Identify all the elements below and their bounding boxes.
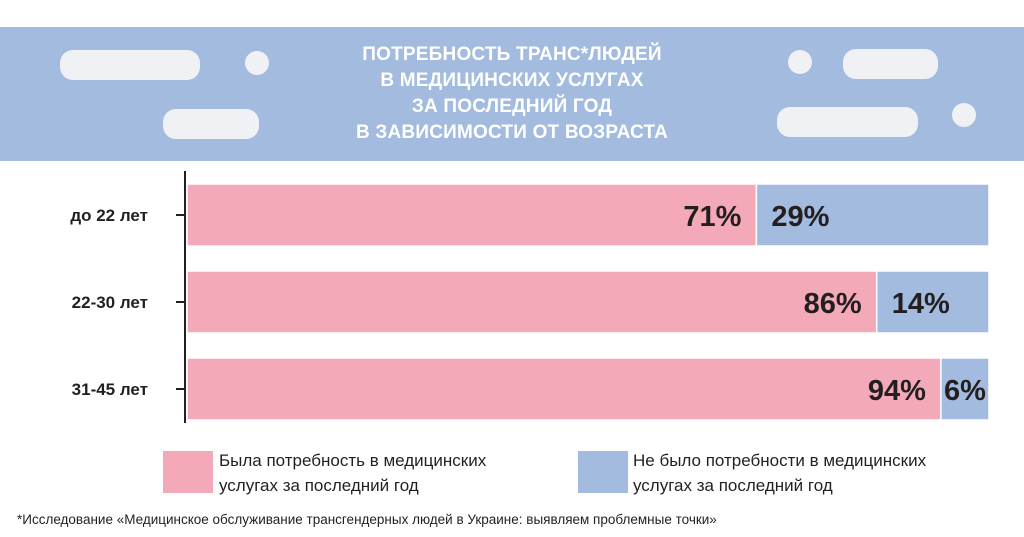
legend-label-had-need: Была потребность в медицинских услугах з…: [219, 448, 486, 498]
chart-title-line: В ЗАВИСИМОСТИ ОТ ВОЗРАСТА: [356, 122, 668, 143]
data-label-no-need: 6%: [944, 375, 986, 407]
decorative-dot: [788, 50, 812, 74]
legend-label-line: услугах за последний год: [633, 476, 833, 495]
legend-label-no-need: Не было потребности в медицинских услуга…: [633, 448, 926, 498]
data-label-no-need: 14%: [892, 288, 950, 320]
decorative-pill: [777, 107, 918, 137]
decorative-pill: [60, 50, 200, 80]
decorative-pill: [163, 109, 259, 139]
bar-no-need: [755, 183, 990, 247]
chart-title-line: ПОТРЕБНОСТЬ ТРАНС*ЛЮДЕЙ: [362, 44, 662, 65]
decorative-dot: [952, 103, 976, 127]
bar-had-need: [186, 357, 942, 421]
legend-swatch-had-need: [163, 451, 213, 493]
chart-title: ПОТРЕБНОСТЬ ТРАНС*ЛЮДЕЙ В МЕДИЦИНСКИХ УС…: [262, 42, 762, 146]
bar-had-need: [186, 183, 758, 247]
stacked-bar-chart: до 22 лет 71% 29% 22-30 лет 86% 14% 31-45 лет 9…: [70, 171, 990, 423]
decorative-pill: [843, 49, 938, 79]
category-label: до 22 лет: [70, 206, 148, 225]
bar-no-need: [940, 357, 990, 421]
data-label-had-need: 94%: [868, 375, 926, 407]
category-label: 22-30 лет: [72, 293, 148, 312]
footnote: *Исследование «Медицинское обслуживание …: [17, 512, 717, 527]
legend-label-line: Не было потребности в медицинских: [633, 451, 927, 470]
data-label-had-need: 86%: [804, 288, 862, 320]
chart-title-line: ЗА ПОСЛЕДНИЙ ГОД: [411, 96, 613, 117]
data-label-no-need: 29%: [771, 201, 829, 233]
bar-had-need: [186, 270, 878, 334]
category-label: 31-45 лет: [72, 380, 148, 399]
chart-title-line: В МЕДИЦИНСКИХ УСЛУГАХ: [380, 70, 644, 91]
decorative-dot: [245, 51, 269, 75]
legend-label-line: услугах за последний год: [219, 476, 419, 495]
bar-no-need: [875, 270, 990, 334]
legend-swatch-no-need: [578, 451, 628, 493]
legend-label-line: Была потребность в медицинских: [219, 451, 487, 470]
data-label-had-need: 71%: [683, 201, 741, 233]
title-banner: [0, 27, 1024, 161]
